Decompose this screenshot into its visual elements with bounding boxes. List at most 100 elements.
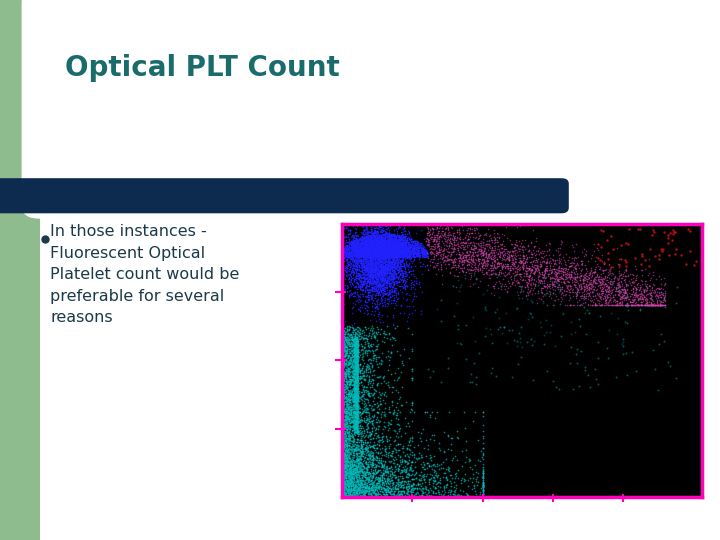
Point (405, 266, 416, 275)
Point (350, 458, 361, 467)
Point (653, 301, 665, 309)
Point (366, 239, 378, 247)
Point (375, 251, 387, 260)
Point (351, 424, 362, 433)
Point (348, 400, 359, 408)
Point (340, 457, 351, 466)
Point (351, 343, 362, 352)
Point (637, 284, 649, 293)
Point (349, 366, 361, 375)
Point (463, 455, 474, 463)
Point (381, 259, 392, 268)
Point (400, 250, 411, 259)
Point (390, 255, 401, 264)
Point (352, 413, 364, 422)
Point (377, 243, 389, 252)
Point (336, 333, 348, 341)
Point (343, 373, 354, 381)
Point (389, 249, 400, 258)
Point (379, 249, 391, 258)
Point (433, 490, 445, 498)
Point (377, 241, 389, 250)
Point (372, 458, 384, 467)
Point (350, 470, 361, 479)
Point (577, 275, 588, 284)
Point (616, 274, 628, 282)
Point (462, 255, 474, 264)
Point (420, 492, 432, 501)
Point (379, 251, 391, 259)
Point (384, 239, 395, 248)
Point (364, 388, 375, 397)
Point (338, 481, 350, 489)
Point (343, 359, 354, 367)
Point (369, 466, 381, 475)
Point (393, 247, 405, 255)
Point (377, 251, 389, 260)
Point (351, 398, 362, 407)
Point (337, 473, 348, 482)
Point (379, 252, 391, 260)
Point (347, 467, 359, 475)
Point (351, 416, 363, 424)
Point (370, 251, 382, 259)
Point (348, 239, 359, 248)
Point (494, 248, 505, 256)
Point (351, 464, 362, 472)
Point (377, 234, 388, 243)
Point (359, 468, 370, 476)
Point (364, 269, 375, 278)
Point (659, 301, 670, 309)
Point (370, 261, 382, 270)
Point (351, 397, 363, 406)
Point (355, 263, 366, 272)
Point (400, 234, 411, 242)
Point (382, 233, 393, 242)
Point (445, 492, 456, 501)
Point (358, 240, 369, 249)
Point (360, 482, 372, 491)
Point (380, 353, 392, 361)
Point (366, 251, 378, 260)
Point (561, 276, 572, 285)
Point (368, 340, 379, 348)
Point (480, 253, 492, 261)
Point (384, 228, 395, 237)
Point (411, 247, 423, 256)
Point (465, 229, 477, 238)
Point (634, 294, 646, 303)
Point (405, 246, 417, 254)
Point (345, 492, 356, 501)
Point (461, 228, 472, 237)
Point (351, 339, 363, 347)
Point (606, 283, 617, 292)
Point (639, 301, 650, 309)
Point (469, 247, 481, 256)
Point (400, 261, 412, 269)
Point (369, 259, 381, 267)
Point (562, 265, 573, 273)
Point (346, 486, 358, 495)
Point (350, 344, 361, 353)
Point (363, 266, 374, 274)
Point (377, 237, 389, 245)
Point (377, 249, 388, 258)
Point (372, 228, 384, 237)
Point (619, 286, 631, 295)
Point (359, 246, 370, 254)
Point (353, 252, 364, 261)
Point (384, 251, 395, 259)
Point (366, 279, 377, 287)
Point (564, 301, 576, 309)
Point (366, 259, 377, 267)
Point (336, 386, 348, 395)
Point (361, 483, 372, 492)
Point (456, 254, 468, 263)
Point (410, 241, 422, 249)
Point (482, 261, 493, 269)
Point (351, 352, 363, 360)
Point (361, 362, 372, 370)
Point (381, 278, 392, 286)
Point (342, 491, 354, 500)
Point (381, 251, 392, 259)
